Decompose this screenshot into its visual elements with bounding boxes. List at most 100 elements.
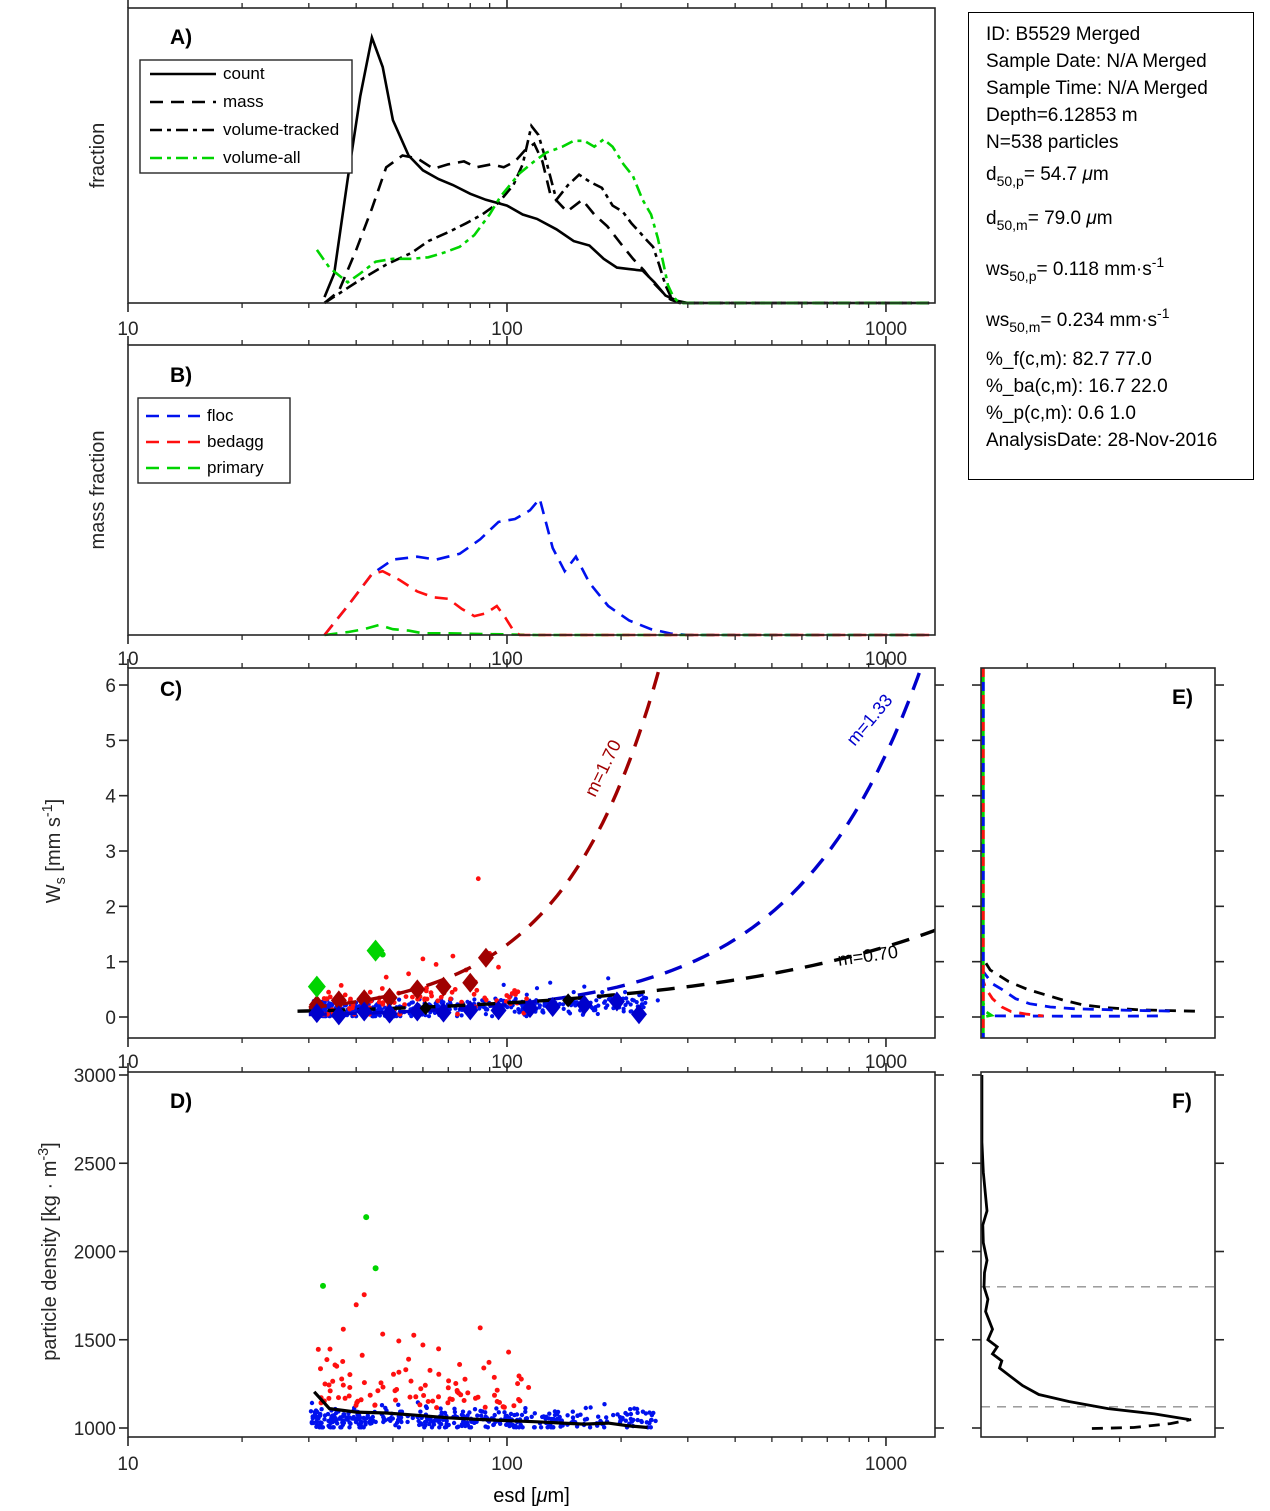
volume-tracked-curve (323, 123, 930, 305)
floc-median-diamond (435, 1002, 452, 1023)
legend-label-bedagg: bedagg (207, 432, 264, 451)
bedagg-median-diamond (409, 979, 426, 1000)
all-median-diamond (562, 993, 575, 1008)
panel-a-size-distribution: 10 100 1000 fraction A) count mass volume-track… (87, 0, 936, 340)
panel-c-ylabel: Ws​ [mm s-1​] (40, 799, 69, 903)
x-axis-title: esd [μm] (493, 1485, 570, 1507)
bedagg-median-diamond (330, 990, 347, 1011)
legend-label-volume-all: volume-all (223, 148, 300, 167)
primary-curve (324, 623, 930, 637)
legend-label-mass: mass (223, 92, 264, 111)
panel-b-label: B) (170, 364, 192, 387)
info-line-1: Sample Date: N/A Merged (986, 51, 1207, 72)
info-line-9: %_f(c,m): 82.7 77.0 (986, 349, 1152, 370)
volume-all-curve (315, 137, 930, 305)
ws-dist-floc (981, 968, 1176, 1013)
info-line-7: ws50,p= 0.118 mm·s-1 (986, 254, 1165, 284)
floc-median-diamond (308, 1003, 325, 1024)
panel-a-x-tick-label: 1000 (865, 319, 907, 340)
panel-c-x-tick-label: 1000 (865, 1052, 907, 1073)
legend-label-floc: floc (207, 406, 234, 425)
panel-d-x-tick-label: 10 (117, 1454, 138, 1475)
panel-c-ytick: 2 (105, 897, 116, 918)
floc-median-diamond (630, 1004, 647, 1025)
mass-curve (323, 141, 930, 305)
all-median-diamond (419, 1001, 432, 1016)
panel-b-ylabel: mass fraction (87, 431, 109, 550)
panel-d-x-tick-label: 100 (491, 1454, 523, 1475)
panel-d-ytick: 1000 (74, 1419, 116, 1440)
density-dist-all (981, 1075, 1190, 1421)
bedagg-median-diamond (477, 947, 494, 968)
panel-c-ytick: 3 (105, 842, 116, 863)
panel-d-ylabel: particle density [kg · m-3​] (36, 1142, 61, 1360)
panel-d-ytick: 3000 (74, 1066, 116, 1087)
panel-a-x-tick-label: 10 (117, 319, 138, 340)
floc-points (308, 1400, 658, 1430)
panel-c-ytick: 1 (105, 953, 116, 974)
panel-c-ytick: 5 (105, 731, 116, 752)
primary-median-diamond (366, 939, 385, 962)
ws-dist-bedagg (981, 975, 1044, 1018)
panel-a-x-tick-label: 100 (491, 319, 523, 340)
floc-median-diamond (381, 1003, 398, 1024)
panel-a-label: A) (170, 26, 192, 49)
panel-d-ytick: 2000 (74, 1243, 116, 1264)
legend-label-volume-tracked: volume-tracked (223, 120, 339, 139)
label-m=1.33: m=1.33 (842, 690, 896, 749)
floc-median-diamond (330, 1005, 347, 1026)
info-line-2: Sample Time: N/A Merged (986, 78, 1208, 99)
primary-median-diamond (307, 975, 326, 998)
bedagg-median-diamond (356, 989, 373, 1010)
bedagg-points (315, 1332, 532, 1411)
floc-median-diamond (490, 1000, 507, 1021)
bedagg-curve (323, 569, 930, 637)
panel-c-ytick: 4 (105, 787, 116, 808)
bedagg-median-diamond (462, 972, 479, 993)
panel-d-x-tick-label: 1000 (865, 1454, 907, 1475)
panel-e-label: E) (1172, 686, 1193, 709)
info-line-10: %_ba(c,m): 16.7 22.0 (986, 376, 1168, 397)
sample-info-box: ID: B5529 Merged Sample Date: N/A Merged S… (968, 12, 1254, 480)
info-line-11: %_p(c,m): 0.6 1.0 (986, 403, 1136, 424)
panel-c-x-tick-label: 10 (117, 1052, 138, 1073)
info-line-6: d50,m= 79.0 μm (986, 208, 1113, 233)
legend-label-primary: primary (207, 458, 264, 477)
density-dist-mass (1091, 1418, 1192, 1430)
floc-median-diamond (521, 998, 538, 1019)
panel-e-ws-distribution: E) (972, 663, 1224, 1043)
info-line-8: ws50,m= 0.234 mm·s-1 (986, 305, 1170, 335)
powerlaw-m=1.70 (308, 668, 662, 1010)
panel-d-particle-density: 1000 1500 2000 2500 3000 10 100 1000 particle de… (36, 1063, 944, 1507)
panel-f-label: F) (1172, 1090, 1192, 1113)
panel-a-legend: count mass volume-tracked volume-all (139, 59, 353, 174)
panel-d-label: D) (170, 1090, 192, 1113)
legend-label-count: count (223, 64, 265, 83)
ws-dist-all (981, 944, 1196, 1013)
floc-median-diamond (462, 1000, 479, 1021)
powerlaw-m=0.70 (297, 928, 935, 1013)
panel-b-legend: floc bedagg primary (137, 397, 291, 484)
info-line-3: Depth=6.12853 m (986, 105, 1138, 126)
info-line-0: ID: B5529 Merged (986, 24, 1141, 45)
panel-c-ytick: 6 (105, 676, 116, 697)
label-m=0.70: m=0.70 (836, 942, 899, 970)
panel-c-x-tick-label: 100 (491, 1052, 523, 1073)
bedagg-median-diamond (435, 976, 452, 997)
density-median-line (313, 1390, 648, 1430)
panel-f-density-distribution: F) (972, 1067, 1224, 1442)
panel-d-ytick: 2500 (74, 1154, 116, 1175)
floc-median-diamond (608, 991, 625, 1012)
panel-c-ytick: 0 (105, 1008, 116, 1029)
floc-median-diamond (576, 994, 593, 1015)
floc-median-diamond (544, 997, 561, 1018)
info-line-4: N=538 particles (986, 132, 1119, 153)
bedagg-median-diamond (381, 987, 398, 1008)
panel-c-label: C) (160, 678, 182, 701)
info-line-12: AnalysisDate: 28-Nov-2016 (986, 430, 1218, 451)
panel-d-ytick: 1500 (74, 1331, 116, 1352)
